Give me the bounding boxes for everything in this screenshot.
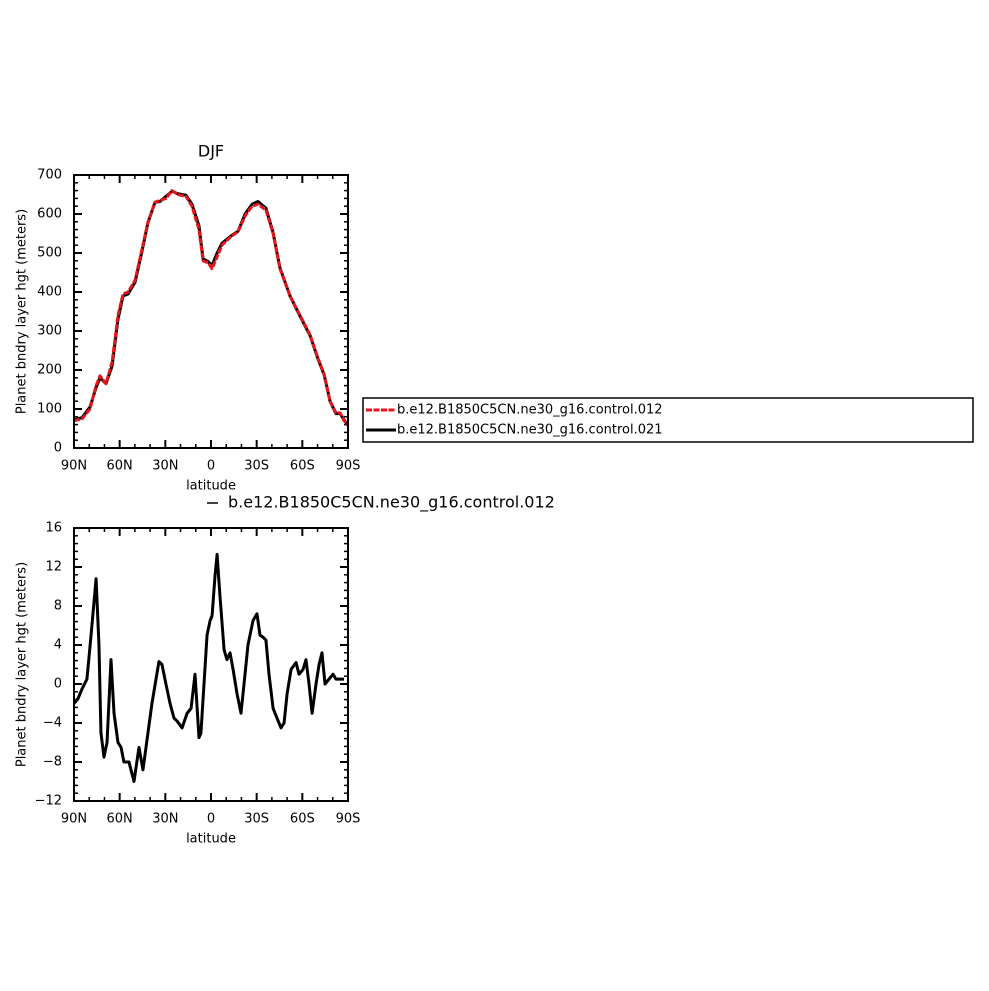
x-tick-label: 0 [207,812,215,827]
y-tick-label: 8 [54,599,62,614]
x-tick-label: 30S [244,812,269,827]
y-tick-label: 400 [37,285,62,300]
x-tick-label: 0 [207,459,215,474]
series-line [72,552,345,783]
plot-frame [73,174,349,449]
y-tick-label: 12 [45,560,62,575]
series-line [73,189,350,426]
series-line [73,189,350,427]
plot-frame [73,527,349,802]
x-axis-label: latitude [186,832,236,847]
y-tick-label: −12 [35,794,62,809]
y-axis-label: Planet bndry layer hgt (meters) [15,562,30,767]
legend-label: b.e12.B1850C5CN.ne30_g16.control.012 [397,403,663,418]
y-tick-label: 200 [37,363,62,378]
y-axis-label: Planet bndry layer hgt (meters) [15,209,30,414]
x-tick-label: 30S [244,459,269,474]
x-axis-label: latitude [186,479,236,494]
x-tick-label: 60N [107,459,133,474]
x-tick-label: 60N [107,812,133,827]
y-tick-label: 0 [54,677,62,692]
x-tick-label: 30N [152,459,178,474]
y-tick-label: 100 [37,402,62,417]
y-tick-label: −4 [43,716,62,731]
chart-title: DJF [198,142,224,161]
legend-label: b.e12.B1850C5CN.ne30_g16.control.012 [228,493,555,513]
x-tick-label: 60S [290,812,315,827]
y-tick-label: 300 [37,324,62,339]
y-tick-label: 600 [37,207,62,222]
x-tick-label: 30N [152,812,178,827]
x-tick-label: 90N [61,812,87,827]
y-tick-label: 500 [37,246,62,261]
y-tick-label: −8 [43,755,62,770]
y-tick-label: 4 [54,638,62,653]
x-tick-label: 90N [61,459,87,474]
x-tick-label: 90S [336,459,361,474]
legend-label: b.e12.B1850C5CN.ne30_g16.control.021 [397,423,663,438]
y-tick-label: 700 [37,168,62,183]
legend-box [362,397,974,443]
x-tick-label: 90S [336,812,361,827]
y-tick-label: 16 [45,521,62,536]
x-tick-label: 60S [290,459,315,474]
y-tick-label: 0 [54,441,62,456]
